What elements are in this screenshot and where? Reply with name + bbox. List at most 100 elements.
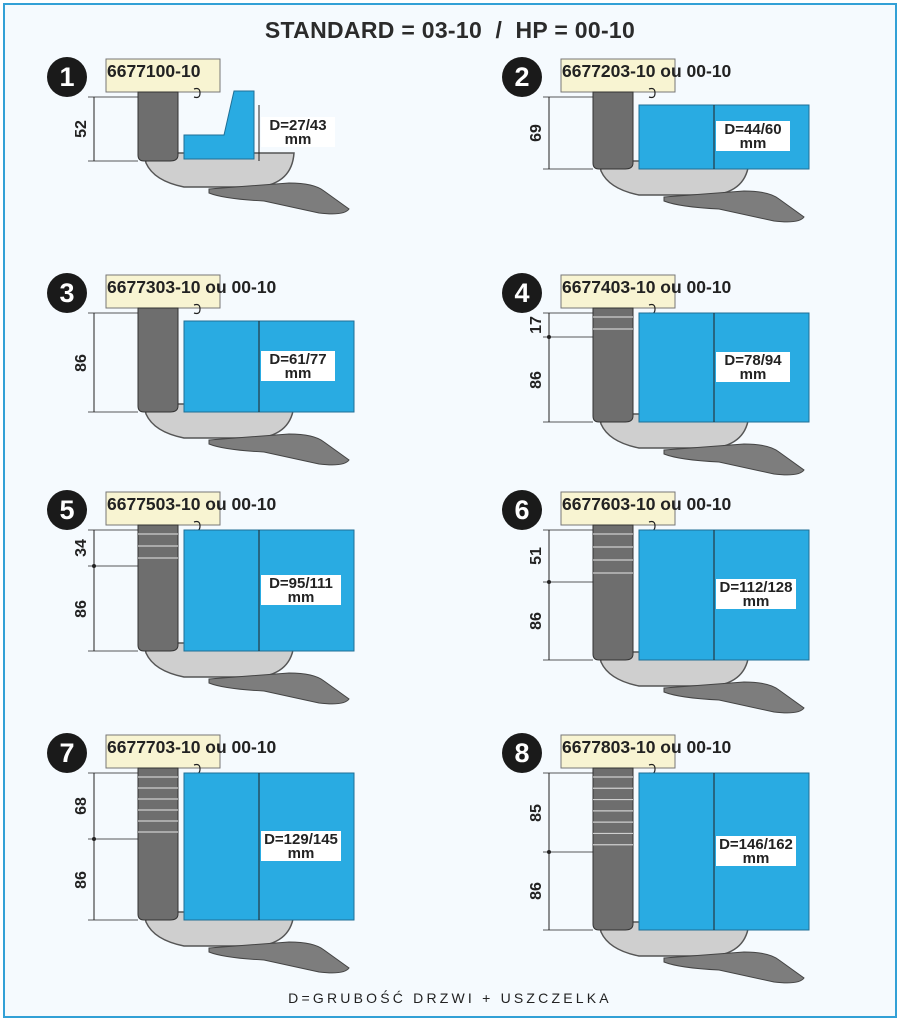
base-dimension-label: 86: [73, 870, 90, 889]
hinge-drawing-4: [543, 274, 810, 476]
lever-handle: [663, 681, 805, 714]
hinge-drawing-3: [88, 274, 355, 466]
hinge-arm: [592, 91, 634, 170]
door-thickness-label: D=27/43 mm: [261, 117, 335, 147]
lever-handle: [208, 182, 350, 215]
door-thickness-label: D=78/94 mm: [716, 351, 790, 383]
hinge-panel-7: 7 6677703-10 ou 00-10 68 86 D=129/145 mm: [47, 733, 474, 974]
panel-number-badge: 4: [502, 273, 542, 313]
hinge-panel-1: 1 6677100-10 52 D=27/43 mm: [47, 57, 474, 269]
hinge-panel-2: 2 6677203-10 ou 00-10 69 D=44/60 mm: [502, 57, 895, 269]
top-block: [105, 734, 221, 769]
top-block: [105, 58, 221, 93]
hinge-panel-6: 6 6677603-10 ou 00-10 51 86 D=112/128 mm: [502, 490, 895, 714]
door-thickness-unit: mm: [739, 135, 767, 152]
spring-hook: [193, 303, 201, 315]
hinge-arm: [592, 307, 634, 423]
dimension-dot: [92, 564, 96, 568]
hinge-arm: [137, 767, 179, 921]
hinge-panel-8: 8 6677803-10 ou 00-10 85 86 D=146/162 mm: [502, 733, 895, 984]
lever-handle: [663, 190, 805, 223]
door-thickness-unit: mm: [284, 131, 312, 148]
door-thickness-value: D=95/111: [269, 574, 333, 592]
hinge-drawing-2: [543, 58, 810, 223]
door-thickness-label: D=44/60 mm: [716, 121, 790, 151]
part-code: 6677703-10 ou 00-10: [107, 737, 277, 757]
base-dimension-label: 86: [528, 882, 545, 900]
panel-number-badge: 8: [502, 733, 542, 773]
door-thickness-label: D=129/145 mm: [261, 830, 341, 862]
spacer-dimension-label: 68: [73, 797, 90, 815]
hinge-drawing-8: [543, 734, 810, 984]
part-code: 6677100-10: [107, 61, 201, 81]
door-thickness-value: D=112/128: [719, 579, 793, 596]
dimension-dot: [547, 850, 551, 854]
hinge-panel-3: 3 6677303-10 ou 00-10 86 D=61/77 mm: [47, 273, 474, 485]
door-thickness-label: D=95/111 mm: [261, 574, 341, 606]
door-thickness-value: D=61/77: [269, 350, 327, 368]
height-dimension-label: 86: [73, 353, 90, 372]
hinge-panel-4: 4 6677403-10 ou 00-10 17 86 D=78/94 mm: [502, 273, 895, 485]
part-code: 6677203-10 ou 00-10: [562, 61, 732, 81]
door-thickness-value: D=44/60: [724, 121, 782, 138]
hinge-drawing-5: [88, 491, 355, 705]
hinge-arm: [137, 524, 179, 652]
panel-number-badge: 5: [47, 490, 87, 530]
lever-handle: [663, 443, 805, 476]
panel-number-badge: 1: [47, 57, 87, 97]
hinge-arm: [592, 767, 634, 931]
base-body: [143, 152, 295, 188]
hinge-arm: [137, 307, 179, 413]
spring-hook: [648, 87, 656, 99]
dimension-dot: [92, 837, 96, 841]
lever-handle: [208, 672, 350, 705]
door-thickness-unit: mm: [287, 844, 315, 862]
panel-number-badge: 2: [502, 57, 542, 97]
top-block: [105, 491, 221, 526]
footer-caption: D=GRUBOŚĆ DRZWI + USZCZELKA: [288, 990, 612, 1006]
door-thickness-unit: mm: [742, 593, 770, 610]
base-dimension-label: 86: [528, 612, 545, 630]
lever-handle: [208, 433, 350, 466]
door-thickness-label: D=146/162 mm: [716, 835, 796, 867]
top-block: [560, 491, 676, 526]
part-code: 6677403-10 ou 00-10: [562, 277, 732, 297]
top-block: [560, 274, 676, 309]
spacer-dimension-label: 85: [528, 803, 545, 822]
base-dimension-label: 86: [73, 599, 90, 618]
door-thickness-unit: mm: [742, 849, 770, 867]
spacer-dimension-label: 34: [73, 539, 90, 557]
spring-hook: [193, 87, 201, 99]
door-thickness-value: D=146/162: [719, 835, 793, 853]
door-thickness-label: D=112/128 mm: [716, 579, 796, 609]
part-code: 6677603-10 ou 00-10: [562, 494, 732, 514]
diagram-frame: STANDARD = 03-10 / HP = 00-10 1 6677100-1…: [3, 3, 897, 1018]
panel-number-badge: 7: [47, 733, 87, 773]
door-thickness-value: D=78/94: [724, 351, 782, 369]
lever-handle: [663, 951, 805, 984]
spacer-dimension-label: 17: [528, 316, 545, 334]
hinge-drawing-1: [88, 58, 350, 215]
top-block: [105, 274, 221, 309]
door-panel: [183, 90, 255, 160]
door-thickness-label: D=61/77 mm: [261, 350, 335, 382]
door-thickness-value: D=129/145: [264, 830, 338, 848]
part-code: 6677303-10 ou 00-10: [107, 277, 277, 297]
door-thickness-unit: mm: [287, 588, 315, 606]
hinge-arm: [592, 524, 634, 661]
top-block: [560, 734, 676, 769]
door-thickness-unit: mm: [739, 365, 767, 383]
base-dimension-label: 86: [528, 370, 545, 389]
part-code: 6677503-10 ou 00-10: [107, 494, 277, 514]
page-title: STANDARD = 03-10 / HP = 00-10: [264, 17, 636, 43]
panel-number-badge: 6: [502, 490, 542, 530]
height-dimension-label: 52: [73, 120, 90, 138]
hinge-arm: [137, 91, 179, 162]
panel-number-badge: 3: [47, 273, 87, 313]
door-thickness-unit: mm: [284, 364, 312, 382]
dimension-dot: [547, 580, 551, 584]
door-thickness-value: D=27/43: [269, 117, 327, 134]
hinge-panel-5: 5 6677503-10 ou 00-10 34 86 D=95/111 mm: [47, 490, 474, 705]
height-dimension-label: 69: [528, 124, 545, 142]
hinge-drawing-6: [543, 491, 810, 714]
